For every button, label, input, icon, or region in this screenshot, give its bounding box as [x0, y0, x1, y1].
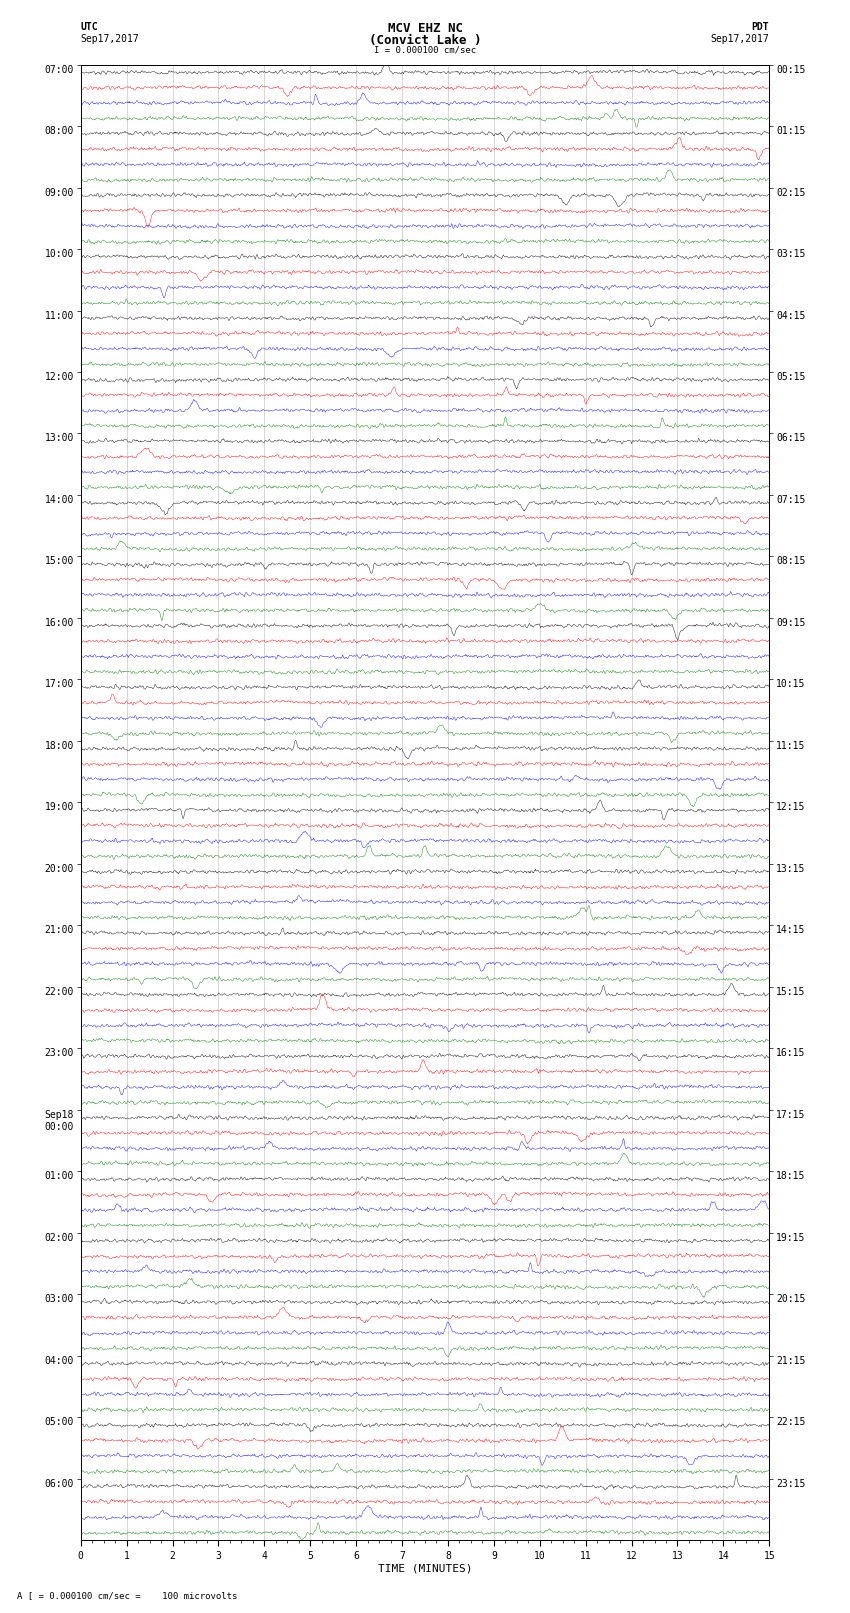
Text: (Convict Lake ): (Convict Lake )	[369, 34, 481, 47]
Text: PDT: PDT	[751, 23, 769, 32]
Text: UTC: UTC	[81, 23, 99, 32]
Text: Sep17,2017: Sep17,2017	[711, 34, 769, 44]
X-axis label: TIME (MINUTES): TIME (MINUTES)	[377, 1563, 473, 1574]
Text: Sep17,2017: Sep17,2017	[81, 34, 139, 44]
Text: I = 0.000100 cm/sec: I = 0.000100 cm/sec	[374, 45, 476, 55]
Text: MCV EHZ NC: MCV EHZ NC	[388, 23, 462, 35]
Text: A [ = 0.000100 cm/sec =    100 microvolts: A [ = 0.000100 cm/sec = 100 microvolts	[17, 1590, 237, 1600]
